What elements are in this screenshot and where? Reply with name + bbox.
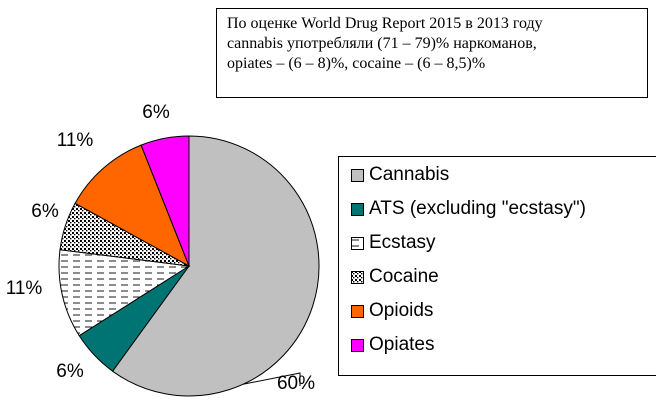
- legend-item-cannabis: Cannabis: [351, 162, 449, 188]
- legend-label: Cannabis: [369, 164, 450, 185]
- pie-slice-opiates: [140, 135, 190, 267]
- legend-label: Ecstasy: [369, 232, 436, 253]
- legend-item-opioids: Opioids: [351, 298, 433, 324]
- legend-swatch: [351, 202, 364, 216]
- pie-slice-ecstasy: [58, 249, 191, 337]
- legend-swatch: [351, 304, 364, 318]
- legend-item-cocaine: Cocaine: [351, 264, 439, 290]
- slice-label-opiates: 6%: [142, 102, 170, 123]
- legend-item-opiates: Opiates: [351, 332, 434, 358]
- slice-label-cocaine: 6%: [31, 201, 59, 222]
- chart-legend: Cannabis ATS (excluding "ecstasy") Ecstasy…: [338, 156, 656, 376]
- legend-swatch: [351, 168, 364, 182]
- annotation-line: cannabis употребляли (71 – 79)% наркоман…: [227, 35, 537, 52]
- legend-item-ats-excluding-ecstasy: ATS (excluding "ecstasy"): [351, 196, 586, 222]
- legend-label: Opiates: [369, 334, 435, 355]
- annotation-line: По оценке World Drug Report 2015 в 2013 …: [227, 15, 543, 32]
- leader-line-cannabis: [242, 372, 301, 386]
- legend-item-ecstasy: Ecstasy: [351, 230, 436, 256]
- legend-swatch: [351, 236, 364, 250]
- legend-label: Cocaine: [369, 266, 439, 287]
- legend-label: ATS (excluding "ecstasy"): [369, 198, 586, 219]
- legend-swatch: [351, 338, 364, 352]
- slice-label-cannabis: 60%: [277, 373, 315, 394]
- legend-swatch: [351, 270, 364, 284]
- slice-label-ats-excluding-ecstasy: 6%: [56, 361, 84, 382]
- pie-slice-opioids: [74, 144, 190, 268]
- annotation-line: opiates – (6 – 8)%, cocaine – (6 – 8,5)%: [227, 55, 486, 72]
- annotation-box: По оценке World Drug Report 2015 в 2013 …: [216, 8, 648, 98]
- legend-label: Opioids: [369, 300, 434, 321]
- slice-label-ecstasy: 11%: [6, 278, 43, 299]
- slice-label-opioids: 11%: [57, 130, 94, 151]
- pie-slice-cannabis: [111, 135, 320, 397]
